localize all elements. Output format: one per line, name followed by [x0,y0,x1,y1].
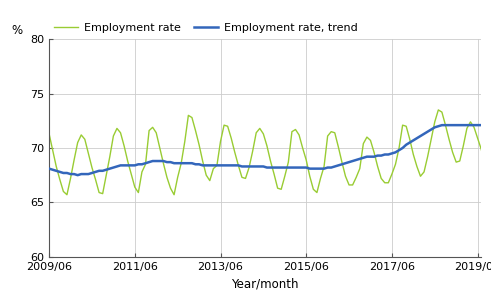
Employment rate [167,186,173,190]
Employment rate, trend [75,173,81,177]
Employment rate [46,132,52,136]
Line: Employment rate, trend: Employment rate, trend [49,124,491,175]
Employment rate, trend [167,160,173,164]
Line: Employment rate: Employment rate [49,85,491,195]
Employment rate, trend [71,172,77,176]
Employment rate, trend [232,164,238,167]
Employment rate [232,150,238,154]
Employment rate [64,193,70,197]
Legend: Employment rate, Employment rate, trend: Employment rate, Employment rate, trend [49,18,362,37]
Employment rate [153,131,159,135]
Y-axis label: %: % [11,24,22,37]
Employment rate, trend [46,167,52,170]
Employment rate, trend [153,159,159,163]
X-axis label: Year/month: Year/month [231,277,299,290]
Employment rate [75,141,81,144]
